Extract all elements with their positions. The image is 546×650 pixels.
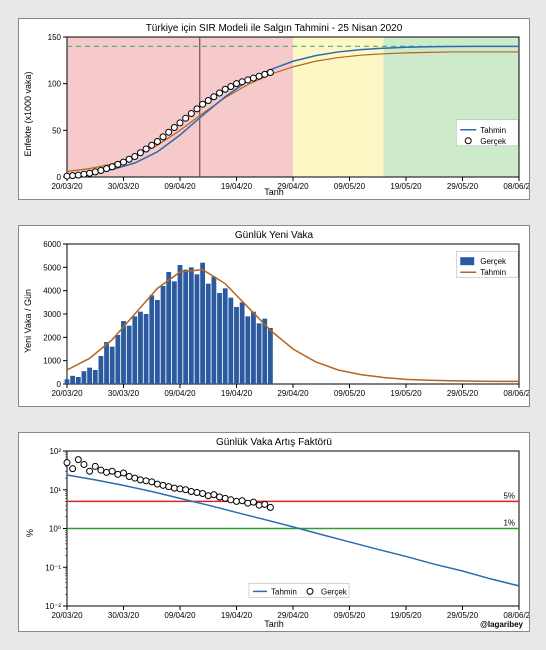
panel1-ylabel: Enfekte (x1000 vaka) — [23, 71, 33, 156]
panel3-ylabel: % — [25, 529, 35, 537]
svg-text:5000: 5000 — [43, 263, 61, 272]
panel3-title: Günlük Vaka Artış Faktörü — [216, 437, 332, 448]
svg-text:09/05/20: 09/05/20 — [334, 182, 366, 191]
svg-text:10²: 10² — [49, 447, 61, 456]
svg-text:20/03/20: 20/03/20 — [51, 182, 83, 191]
panel1-title: Türkiye için SIR Modeli ile Salgın Tahmi… — [146, 23, 403, 34]
svg-text:10⁻¹: 10⁻¹ — [45, 563, 61, 572]
svg-text:50: 50 — [52, 126, 61, 135]
svg-text:29/05/20: 29/05/20 — [447, 389, 479, 398]
svg-text:Gerçek: Gerçek — [480, 137, 507, 146]
svg-text:Tahmin: Tahmin — [271, 587, 297, 596]
svg-text:09/05/20: 09/05/20 — [334, 389, 366, 398]
svg-text:19/04/20: 19/04/20 — [221, 389, 253, 398]
svg-text:Gerçek: Gerçek — [480, 257, 507, 266]
svg-text:19/05/20: 19/05/20 — [390, 182, 422, 191]
svg-text:10¹: 10¹ — [49, 486, 61, 495]
svg-text:20/03/20: 20/03/20 — [51, 611, 83, 620]
svg-text:19/04/20: 19/04/20 — [221, 182, 253, 191]
svg-text:Gerçek: Gerçek — [321, 587, 348, 596]
svg-text:150: 150 — [48, 33, 62, 42]
svg-text:08/06/20: 08/06/20 — [503, 389, 529, 398]
panel-sir-model: Türkiye için SIR Modeli ile Salgın Tahmi… — [18, 18, 530, 200]
chart-daily: Günlük Yeni Vaka 0 1000 2000 3000 4000 5000 60… — [19, 226, 529, 406]
svg-text:0: 0 — [57, 173, 62, 182]
svg-text:29/05/20: 29/05/20 — [447, 611, 479, 620]
panel1-xlabel: Tarih — [264, 187, 284, 197]
credit-label: @lagaribey — [480, 620, 523, 629]
svg-text:4000: 4000 — [43, 287, 61, 296]
panel2-ylabel: Yeni Vaka / Gün — [23, 289, 33, 353]
svg-text:3000: 3000 — [43, 310, 61, 319]
panel-daily-cases: Günlük Yeni Vaka 0 1000 2000 3000 4000 5000 60… — [18, 225, 530, 407]
svg-text:Tahmin: Tahmin — [480, 268, 506, 277]
svg-text:08/06/20: 08/06/20 — [503, 611, 529, 620]
panel2-title: Günlük Yeni Vaka — [235, 230, 314, 241]
chart-growth: Günlük Vaka Artış Faktörü 10⁻² 10⁻¹ 10⁰ 10¹… — [19, 433, 529, 631]
svg-text:100: 100 — [48, 80, 62, 89]
svg-text:1%: 1% — [503, 519, 515, 528]
svg-text:08/06/20: 08/06/20 — [503, 182, 529, 191]
svg-text:10⁰: 10⁰ — [49, 525, 61, 534]
svg-text:30/03/20: 30/03/20 — [108, 389, 140, 398]
svg-text:19/05/20: 19/05/20 — [390, 611, 422, 620]
svg-text:30/03/20: 30/03/20 — [108, 611, 140, 620]
svg-text:10⁻²: 10⁻² — [45, 602, 61, 611]
svg-text:Tahmin: Tahmin — [480, 126, 506, 135]
panel3-xlabel: Tarih — [264, 619, 284, 629]
svg-text:09/04/20: 09/04/20 — [164, 611, 196, 620]
svg-text:1000: 1000 — [43, 357, 61, 366]
svg-text:20/03/20: 20/03/20 — [51, 389, 83, 398]
panel-growth-factor: Günlük Vaka Artış Faktörü 10⁻² 10⁻¹ 10⁰ 10¹… — [18, 432, 530, 632]
svg-text:09/04/20: 09/04/20 — [164, 182, 196, 191]
svg-text:30/03/20: 30/03/20 — [108, 182, 140, 191]
svg-text:6000: 6000 — [43, 240, 61, 249]
svg-text:19/04/20: 19/04/20 — [221, 611, 253, 620]
chart-sir: Türkiye için SIR Modeli ile Salgın Tahmi… — [19, 19, 529, 199]
svg-text:5%: 5% — [503, 491, 515, 500]
svg-text:09/04/20: 09/04/20 — [164, 389, 196, 398]
svg-text:29/04/20: 29/04/20 — [277, 389, 309, 398]
svg-text:2000: 2000 — [43, 333, 61, 342]
svg-text:19/05/20: 19/05/20 — [390, 389, 422, 398]
svg-text:29/05/20: 29/05/20 — [447, 182, 479, 191]
svg-text:0: 0 — [57, 380, 62, 389]
svg-text:09/05/20: 09/05/20 — [334, 611, 366, 620]
